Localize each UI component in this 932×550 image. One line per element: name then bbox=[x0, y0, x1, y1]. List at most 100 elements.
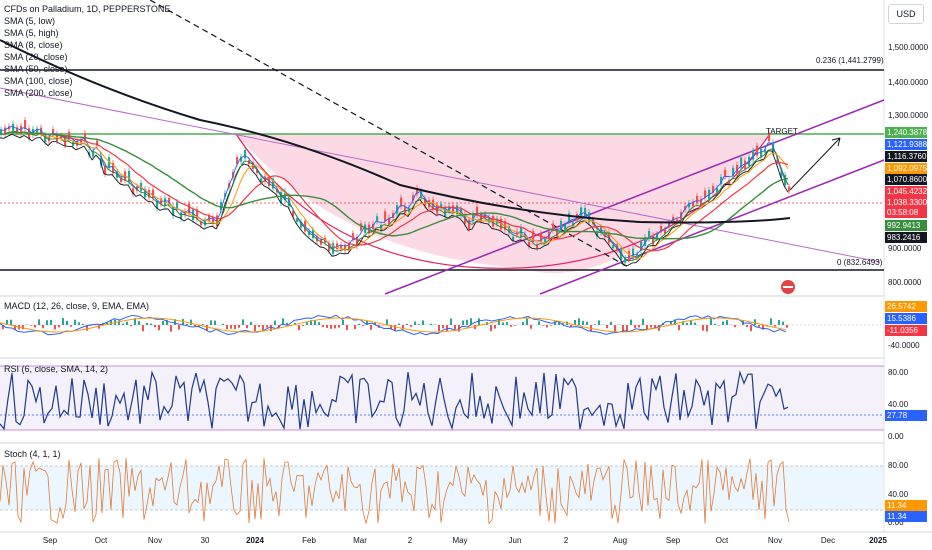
macd-histogram-bar bbox=[314, 319, 316, 325]
candle-body bbox=[216, 215, 219, 227]
macd-histogram-bar bbox=[478, 318, 480, 325]
macd-histogram-bar bbox=[242, 319, 244, 325]
dashed-trendline bbox=[149, 0, 631, 269]
candle-body bbox=[600, 227, 603, 233]
macd-histogram-bar bbox=[198, 325, 200, 327]
price-tag-sma: 1,070.8600 bbox=[885, 174, 928, 185]
macd-histogram-bar bbox=[522, 321, 524, 325]
price-tag-sma: 992.9413 bbox=[885, 220, 927, 231]
price-axis-label: 800.0000 bbox=[888, 278, 922, 287]
candle-body bbox=[696, 195, 699, 204]
macd-histogram-bar bbox=[594, 324, 596, 325]
candle-body bbox=[724, 169, 727, 177]
macd-histogram-bar bbox=[250, 321, 252, 325]
macd-histogram-bar bbox=[702, 325, 704, 331]
candle-body bbox=[220, 201, 223, 210]
macd-histogram-bar bbox=[674, 319, 676, 325]
candle-body bbox=[300, 221, 303, 228]
candle-body bbox=[0, 129, 3, 134]
candle-body bbox=[24, 120, 27, 129]
macd-histogram-bar bbox=[438, 325, 440, 332]
macd-histogram-bar bbox=[210, 320, 212, 325]
candle-body bbox=[424, 198, 427, 206]
macd-histogram-bar bbox=[642, 318, 644, 325]
chart-legend: CFDs on Palladium, 1D, PEPPERSTONE SMA (… bbox=[4, 3, 170, 99]
candle-body bbox=[556, 228, 559, 237]
currency-button[interactable]: USD bbox=[888, 4, 924, 24]
macd-line-tag: 15.5386 bbox=[885, 313, 927, 324]
macd-histogram-bar bbox=[774, 325, 776, 327]
candle-body bbox=[440, 204, 443, 208]
macd-histogram-bar bbox=[498, 319, 500, 325]
macd-histogram-bar bbox=[158, 325, 160, 331]
stoch-axis-label: 0.00 bbox=[888, 518, 904, 527]
macd-histogram-bar bbox=[246, 325, 248, 329]
macd-histogram-bar bbox=[554, 321, 556, 325]
candle-body bbox=[492, 216, 495, 227]
macd-histogram-bar bbox=[530, 325, 532, 329]
candle-body bbox=[260, 178, 263, 183]
macd-histogram-bar bbox=[338, 325, 340, 328]
candle-body bbox=[356, 236, 359, 247]
sma-50-line bbox=[0, 131, 789, 252]
descending-trendline bbox=[0, 87, 881, 263]
candle-body bbox=[384, 211, 387, 222]
macd-histogram-bar bbox=[610, 321, 612, 325]
time-axis-label: Dec bbox=[820, 536, 836, 545]
macd-histogram-bar bbox=[346, 325, 348, 330]
macd-histogram-bar bbox=[154, 325, 156, 328]
macd-histogram-bar bbox=[514, 325, 516, 326]
candle-body bbox=[720, 177, 723, 185]
macd-histogram-bar bbox=[82, 324, 84, 325]
macd-histogram-bar bbox=[786, 325, 788, 328]
candle-body bbox=[264, 176, 267, 182]
sma-5-high-line bbox=[0, 125, 789, 258]
macd-histogram-bar bbox=[386, 319, 388, 325]
candle-body bbox=[744, 160, 747, 169]
candle-body bbox=[364, 224, 367, 233]
rsi-label: RSI (6, close, SMA, 14, 2) bbox=[4, 364, 109, 374]
candle-body bbox=[612, 245, 615, 249]
macd-histogram-bar bbox=[306, 322, 308, 325]
macd-histogram-bar bbox=[186, 323, 188, 325]
candle-body bbox=[476, 206, 479, 215]
rsi-value-tag: 27.78 bbox=[885, 410, 927, 421]
fib-level-top-label: 0.236 (1,441.2799) bbox=[816, 56, 884, 65]
candle-body bbox=[660, 225, 663, 233]
macd-histogram-bar bbox=[418, 324, 420, 325]
time-axis-label: 30 bbox=[200, 536, 210, 545]
candle-body bbox=[412, 195, 415, 201]
macd-histogram-bar bbox=[62, 318, 64, 325]
macd-histogram-bar bbox=[282, 318, 284, 325]
macd-histogram-bar bbox=[490, 325, 492, 332]
macd-histogram-bar bbox=[286, 322, 288, 325]
candle-body bbox=[644, 236, 647, 246]
sma-100-label: SMA (100, close) bbox=[4, 76, 73, 86]
candle-body bbox=[732, 167, 735, 177]
candle-body bbox=[172, 206, 175, 216]
macd-histogram-bar bbox=[630, 319, 632, 325]
macd-histogram-bar bbox=[190, 319, 192, 325]
stoch-line bbox=[0, 458, 790, 525]
macd-histogram-bar bbox=[366, 320, 368, 325]
macd-histogram-bar bbox=[234, 325, 236, 330]
fib-level-bottom-label: 0 (832.6493) bbox=[837, 258, 883, 267]
macd-histogram-bar bbox=[494, 325, 496, 329]
macd-histogram-bar bbox=[202, 324, 204, 325]
macd-histogram-bar bbox=[410, 325, 412, 327]
rsi-axis-label: 0.00 bbox=[888, 432, 904, 441]
candle-body bbox=[740, 157, 743, 168]
macd-histogram-bar bbox=[298, 325, 300, 331]
candle-body bbox=[700, 198, 703, 206]
candle-body bbox=[160, 198, 163, 205]
rsi-axis-label: 40.00 bbox=[888, 400, 909, 409]
macd-histogram-bar bbox=[586, 321, 588, 325]
candle-body bbox=[756, 145, 759, 156]
macd-histogram-bar bbox=[734, 325, 736, 328]
candle-body bbox=[308, 230, 311, 236]
macd-histogram-bar bbox=[206, 325, 208, 331]
macd-histogram-bar bbox=[14, 325, 16, 330]
candle-body bbox=[184, 211, 187, 216]
macd-histogram-bar bbox=[470, 318, 472, 325]
